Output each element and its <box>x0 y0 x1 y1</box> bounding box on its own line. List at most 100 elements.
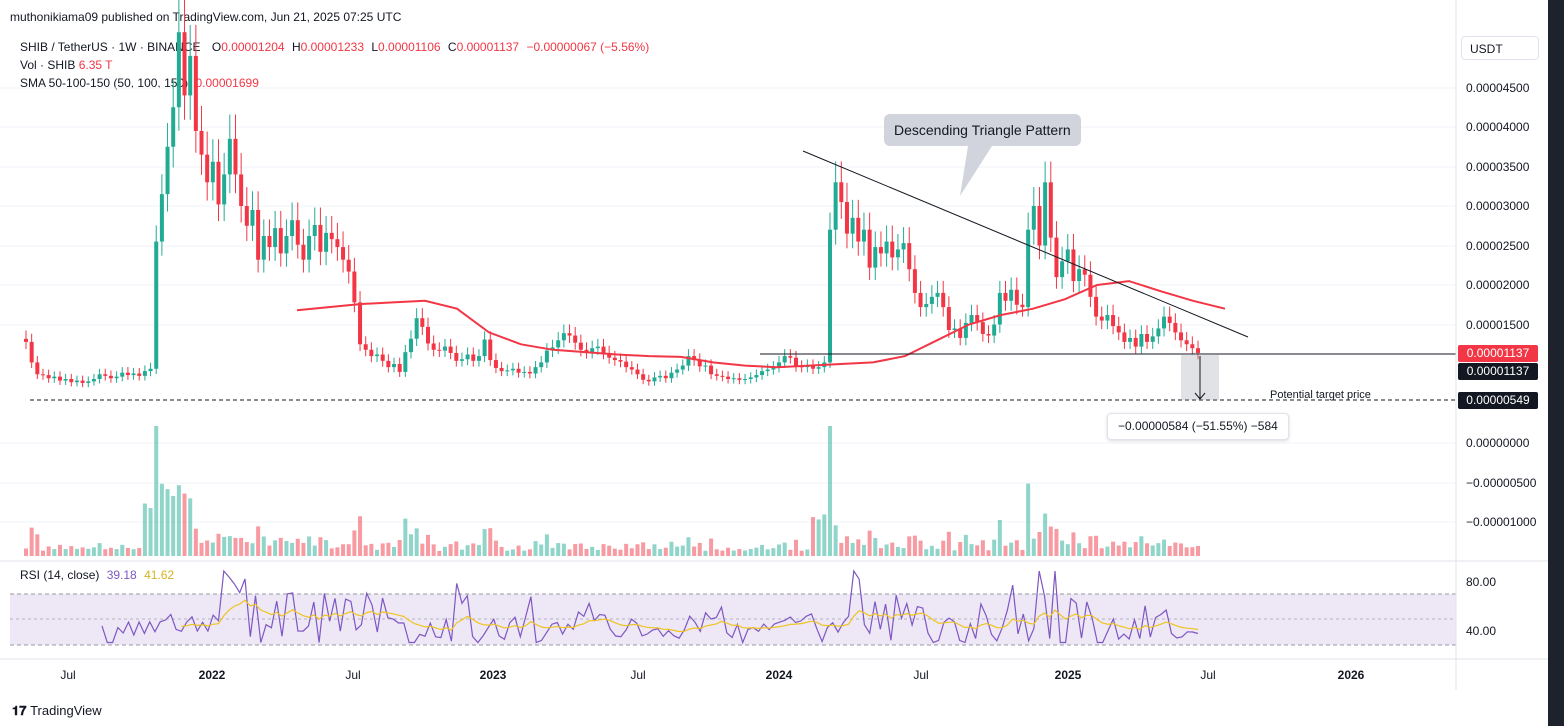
callout-pointer <box>960 146 992 196</box>
candle-body <box>607 352 612 358</box>
volume-bar <box>1020 549 1025 556</box>
volume-bar <box>52 549 57 556</box>
volume-bar <box>256 526 261 556</box>
candle-body <box>578 342 583 350</box>
volume-bar <box>420 543 425 556</box>
volume-bar <box>358 516 363 556</box>
candle-body <box>97 374 102 380</box>
volume-bar <box>142 503 147 556</box>
target-price-tag: 0.00000549 <box>1458 392 1538 409</box>
volume-bar <box>233 537 238 556</box>
candle-body <box>556 340 561 348</box>
volume-bar <box>216 533 221 556</box>
volume-bar <box>392 547 397 556</box>
volume-bar <box>1150 545 1155 556</box>
candle-body <box>250 209 255 226</box>
candle-body <box>52 376 57 379</box>
candle-body <box>1043 182 1048 246</box>
candle-body <box>1145 333 1150 342</box>
volume-bar <box>873 537 878 556</box>
volume-bar <box>363 545 368 556</box>
volume-bar <box>1099 548 1104 556</box>
volume-bar <box>431 544 436 556</box>
volume-bar <box>1003 545 1008 556</box>
volume-bar <box>250 543 255 556</box>
candle-body <box>267 236 272 248</box>
volume-bar <box>448 544 453 556</box>
volume-bar <box>69 546 74 556</box>
candle-body <box>488 339 493 361</box>
candle-body <box>233 138 238 175</box>
volume-bar <box>743 550 748 556</box>
volume-bar <box>386 542 391 556</box>
candle-body <box>997 292 1002 325</box>
volume-bar <box>714 549 719 556</box>
candle-body <box>335 239 340 248</box>
volume-bar <box>794 539 799 556</box>
candle-body <box>703 365 708 367</box>
volume-bar <box>1065 544 1070 556</box>
tradingview-logo: 𝟏𝟕 TradingView <box>12 703 102 719</box>
candle-body <box>1031 206 1036 230</box>
candle-body <box>1156 328 1161 337</box>
measure-readout: −0.00000584 (−51.55%) −584 <box>1107 413 1289 440</box>
candle-body <box>125 372 130 376</box>
volume-bar <box>799 550 804 556</box>
volume-bar <box>301 542 306 556</box>
volume-bar <box>1156 543 1161 556</box>
close-label: C <box>447 40 457 54</box>
candle-body <box>392 364 397 368</box>
candle-body <box>239 174 244 206</box>
candle-body <box>924 303 929 308</box>
candle-body <box>861 229 866 242</box>
candle-body <box>663 375 668 379</box>
change-value: −0.00000067 (−5.56%) <box>526 40 650 54</box>
volume-bar <box>182 493 187 556</box>
volume-bar <box>675 546 680 556</box>
volume-bar <box>1048 526 1053 556</box>
volume-bar <box>222 536 227 556</box>
candle-body <box>403 352 408 372</box>
volume-bar <box>986 550 991 556</box>
target-price-label: Potential target price <box>1270 389 1371 401</box>
volume-bar <box>329 548 334 556</box>
candle-body <box>516 368 521 373</box>
time-tick: 2026 <box>1337 668 1365 682</box>
volume-bar <box>646 549 651 556</box>
candle-body <box>652 377 657 382</box>
candle-body <box>1105 315 1110 321</box>
candle-body <box>227 138 232 175</box>
candle-body <box>816 367 821 369</box>
candle-body <box>743 379 748 381</box>
volume-bar <box>1173 542 1178 556</box>
volume-bar <box>290 542 295 556</box>
rsi-legend: RSI (14, close) 39.18 41.62 <box>20 568 174 582</box>
volume-bar <box>556 543 561 556</box>
candle-body <box>794 357 799 367</box>
low-label: L <box>371 40 379 54</box>
candle-body <box>952 328 957 331</box>
candle-body <box>142 371 147 376</box>
volume-bar <box>884 544 889 556</box>
volume-bar <box>777 544 782 556</box>
candle-body <box>590 348 595 353</box>
candle-body <box>409 338 414 353</box>
rsi-ma-line <box>181 599 1199 633</box>
currency-button[interactable]: USDT <box>1461 36 1539 60</box>
candle-body <box>284 236 289 254</box>
candle-body <box>907 243 912 270</box>
volume-bar <box>720 550 725 556</box>
candle-body <box>1179 332 1184 341</box>
volume-bar <box>176 485 181 556</box>
candle-body <box>709 365 714 375</box>
candle-body <box>601 346 606 353</box>
candle-body <box>714 374 719 376</box>
candle-body <box>992 324 997 336</box>
candle-body <box>1094 296 1099 317</box>
volume-bar <box>46 546 51 556</box>
volume-bar <box>533 541 538 556</box>
candle-body <box>810 365 815 369</box>
candle-body <box>363 344 368 350</box>
volume-bar <box>522 550 527 556</box>
